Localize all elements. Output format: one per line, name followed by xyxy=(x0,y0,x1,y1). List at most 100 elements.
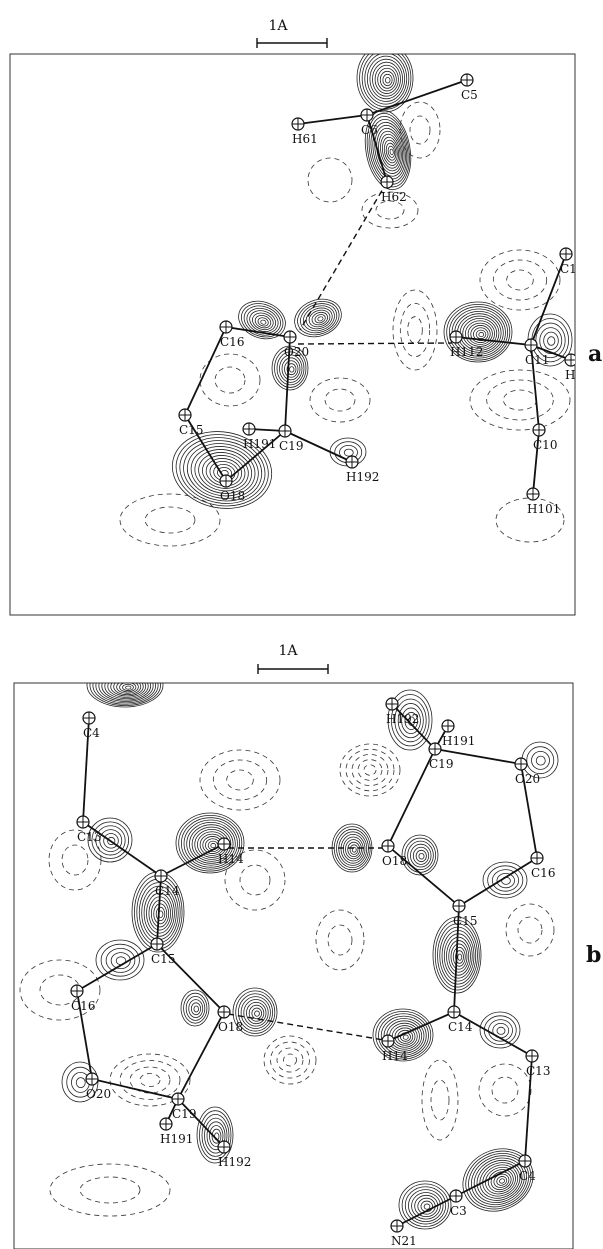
atom-label: H192 xyxy=(346,470,379,484)
atom-label: C19 xyxy=(172,1107,196,1121)
bond xyxy=(76,990,93,1080)
positive-contour xyxy=(279,354,303,383)
positive-contour xyxy=(105,948,136,973)
positive-contour xyxy=(387,689,433,751)
positive-contour xyxy=(311,311,329,326)
positive-contour xyxy=(476,1159,523,1201)
atom: O20 xyxy=(283,330,309,359)
positive-contour xyxy=(99,829,123,852)
negative-contour xyxy=(345,748,395,792)
negative-contour xyxy=(478,1063,532,1117)
positive-contour xyxy=(375,1010,432,1060)
positive-contour xyxy=(410,843,432,868)
bond xyxy=(184,414,227,482)
bond xyxy=(530,253,567,346)
positive-contour xyxy=(240,996,271,1029)
atom-label: O18 xyxy=(218,1020,243,1034)
bonds-b xyxy=(76,703,538,1227)
positive-contour xyxy=(380,1015,427,1056)
positive-contour xyxy=(402,1034,409,1040)
atom-label: C14 xyxy=(155,884,180,898)
atom-label: C19 xyxy=(279,439,303,453)
atom: H192 xyxy=(217,1140,251,1169)
bond xyxy=(184,326,227,416)
atom: N21 xyxy=(390,1219,417,1248)
atom-label: O20 xyxy=(284,345,309,359)
positive-contour xyxy=(443,301,513,363)
atom: C11 xyxy=(524,338,549,367)
positive-contour xyxy=(387,145,396,158)
negative-contour xyxy=(399,101,441,159)
positive-contour xyxy=(116,683,139,694)
positive-contour xyxy=(467,322,493,345)
atom-label: C11 xyxy=(525,353,549,367)
positive-contour xyxy=(345,839,362,860)
positive-contour xyxy=(475,329,487,340)
atom: C6 xyxy=(360,108,378,137)
positive-contour xyxy=(196,1106,234,1164)
positive-contour xyxy=(462,1148,534,1212)
atom: O18 xyxy=(219,474,245,503)
contour-map-a xyxy=(119,54,573,547)
positive-contour xyxy=(368,115,409,185)
negative-contour xyxy=(119,493,221,547)
positive-contour xyxy=(446,936,471,976)
atom: C3 xyxy=(449,1189,467,1218)
positive-contour xyxy=(289,366,295,373)
negative-contour xyxy=(486,379,554,421)
positive-contour xyxy=(180,989,210,1027)
bond xyxy=(434,748,522,765)
atom: H191 xyxy=(242,422,276,451)
positive-contour xyxy=(294,298,342,338)
positive-contour xyxy=(487,865,524,895)
bond xyxy=(225,430,286,482)
atom: C15 xyxy=(452,899,477,928)
bond xyxy=(284,336,291,432)
negative-contour xyxy=(421,1059,459,1141)
positive-contour xyxy=(349,844,359,855)
atom: H14 xyxy=(217,837,244,866)
negative-contour xyxy=(283,1053,297,1067)
negative-contour xyxy=(399,302,431,358)
atom: H192 xyxy=(385,697,419,726)
bond xyxy=(396,1195,457,1227)
negative-contour xyxy=(469,369,571,431)
bond xyxy=(458,857,538,907)
positive-contour xyxy=(547,336,556,346)
bond xyxy=(453,1011,533,1057)
positive-contour xyxy=(110,683,144,697)
bond xyxy=(530,344,572,361)
bond xyxy=(391,703,436,750)
negative-contour xyxy=(492,259,548,301)
bond xyxy=(530,344,540,431)
scale-bar-b: 1A xyxy=(257,643,329,674)
negative-contour xyxy=(324,388,356,412)
positive-contour xyxy=(343,448,354,457)
atom-label: C15 xyxy=(453,914,477,928)
hydrogen-bond xyxy=(299,181,388,331)
positive-contour xyxy=(455,950,464,964)
negative-contour xyxy=(430,1079,450,1121)
negative-contour xyxy=(309,377,371,423)
negative-contour xyxy=(505,903,555,957)
bond xyxy=(225,326,291,338)
positive-contour xyxy=(479,1162,521,1199)
atom: C19 xyxy=(278,424,303,453)
positive-contour xyxy=(361,54,410,108)
atom: O20 xyxy=(514,757,540,786)
positive-contour xyxy=(235,990,276,1034)
positive-contour xyxy=(254,1010,260,1017)
positive-contour xyxy=(415,849,427,863)
positive-contour xyxy=(204,1117,228,1154)
positive-contour xyxy=(462,317,498,349)
atom: O18 xyxy=(381,839,407,868)
hydrogen-bond xyxy=(227,1013,385,1041)
negative-contour xyxy=(214,366,246,394)
positive-contour xyxy=(370,118,408,182)
positive-contour xyxy=(482,1164,519,1197)
atom-label: O20 xyxy=(515,772,540,786)
atom-label: C15 xyxy=(179,423,203,437)
bond xyxy=(160,843,225,877)
positive-contour xyxy=(100,943,140,977)
atom-label: C16 xyxy=(71,999,95,1013)
